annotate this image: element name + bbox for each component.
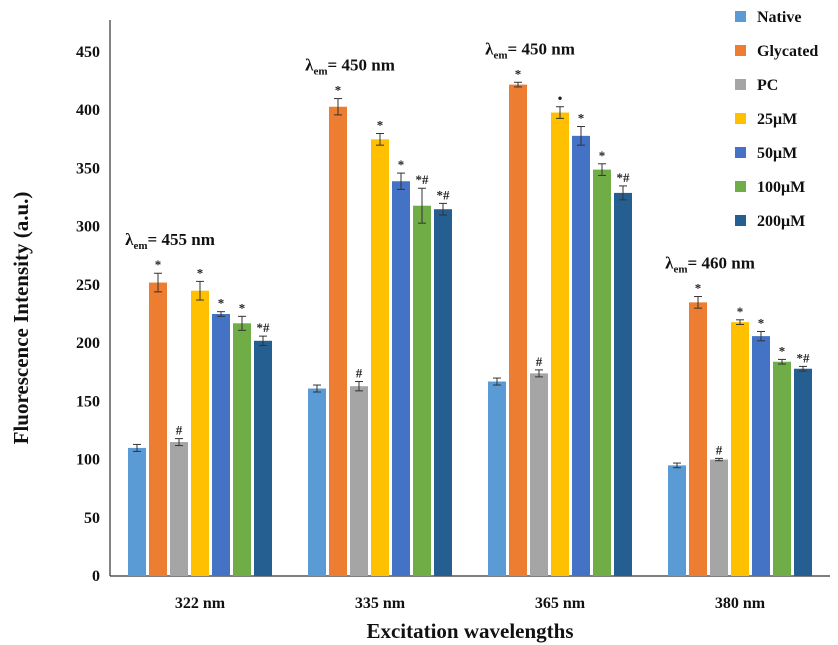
bar	[392, 181, 410, 576]
emission-label: λem= 455 nm	[125, 230, 215, 252]
legend-swatch	[735, 79, 746, 90]
bar	[509, 84, 527, 577]
bar	[668, 465, 686, 576]
bar	[710, 459, 728, 576]
legend-swatch	[735, 11, 746, 22]
significance-mark: *#	[416, 172, 430, 187]
y-tick-label: 150	[76, 393, 100, 410]
bar	[530, 373, 548, 576]
significance-mark: *#	[797, 350, 811, 365]
emission-label: λem= 450 nm	[485, 39, 575, 61]
bar	[752, 336, 770, 576]
bar	[593, 169, 611, 576]
significance-mark: *	[599, 148, 606, 163]
y-tick-label: 450	[76, 44, 100, 61]
y-tick-label: 300	[76, 219, 100, 236]
legend-label: 100μM	[757, 179, 805, 196]
bar	[254, 340, 272, 576]
bar	[149, 282, 167, 576]
significance-mark: *#	[617, 170, 631, 185]
y-tick-label: 100	[76, 452, 100, 469]
bar	[371, 139, 389, 577]
significance-mark: *	[335, 83, 342, 98]
bar	[488, 381, 506, 576]
significance-mark: *	[758, 315, 765, 330]
legend-label: PC	[757, 77, 778, 94]
bar	[689, 302, 707, 576]
bar	[350, 386, 368, 576]
significance-mark: #	[716, 442, 723, 457]
x-axis-title: Excitation wavelengths	[366, 619, 573, 643]
significance-mark: *#	[257, 320, 271, 335]
bar	[413, 205, 431, 576]
legend-swatch	[735, 181, 746, 192]
legend-swatch	[735, 215, 746, 226]
significance-mark: *	[239, 300, 246, 315]
bar	[794, 368, 812, 576]
bar	[191, 290, 209, 576]
legend-swatch	[735, 113, 746, 124]
significance-mark: *	[218, 296, 225, 311]
emission-label: λem= 460 nm	[665, 254, 755, 276]
bar	[551, 112, 569, 576]
y-tick-label: 200	[76, 335, 100, 352]
y-tick-label: 250	[76, 277, 100, 294]
significance-mark: *	[155, 257, 162, 272]
bar	[170, 442, 188, 576]
legend-swatch	[735, 45, 746, 56]
legend: Native Glycated PC 25μM 50μM 100μM 200μM	[735, 9, 818, 230]
x-tick-label: 335 nm	[355, 595, 406, 612]
bar	[773, 361, 791, 576]
bar	[434, 209, 452, 576]
legend-label: Native	[757, 9, 801, 26]
bar	[329, 106, 347, 577]
y-tick-label: 50	[84, 510, 100, 527]
legend-label: Glycated	[757, 43, 818, 60]
legend-label: 25μM	[757, 111, 797, 128]
significance-mark: *#	[437, 187, 451, 202]
y-tick-label: 0	[92, 568, 100, 585]
bar	[212, 314, 230, 576]
bar	[572, 135, 590, 576]
legend-label: 200μM	[757, 213, 805, 230]
significance-mark: *	[377, 118, 384, 133]
bar	[731, 322, 749, 576]
bar	[308, 388, 326, 576]
significance-mark: *	[695, 281, 702, 296]
legend-label: 50μM	[757, 145, 797, 162]
significance-mark: #	[356, 366, 363, 381]
significance-mark: *	[515, 66, 522, 81]
significance-mark: #	[536, 354, 543, 369]
significance-mark: •	[558, 91, 563, 106]
bar	[614, 192, 632, 577]
bar	[233, 323, 251, 576]
significance-mark: *	[779, 343, 786, 358]
significance-mark: *	[398, 157, 405, 172]
x-tick-label: 322 nm	[175, 595, 226, 612]
y-tick-label: 350	[76, 160, 100, 177]
y-tick-label: 400	[76, 102, 100, 119]
legend-swatch	[735, 147, 746, 158]
significance-mark: *	[578, 111, 585, 126]
significance-mark: *	[197, 265, 204, 280]
y-axis-title: Fluorescence Intensity (a.u.)	[9, 192, 33, 445]
significance-mark: *	[737, 304, 744, 319]
x-tick-label: 365 nm	[535, 595, 586, 612]
significance-mark: #	[176, 423, 183, 438]
x-tick-label: 380 nm	[715, 595, 766, 612]
emission-label: λem= 450 nm	[305, 56, 395, 78]
bar	[128, 447, 146, 576]
